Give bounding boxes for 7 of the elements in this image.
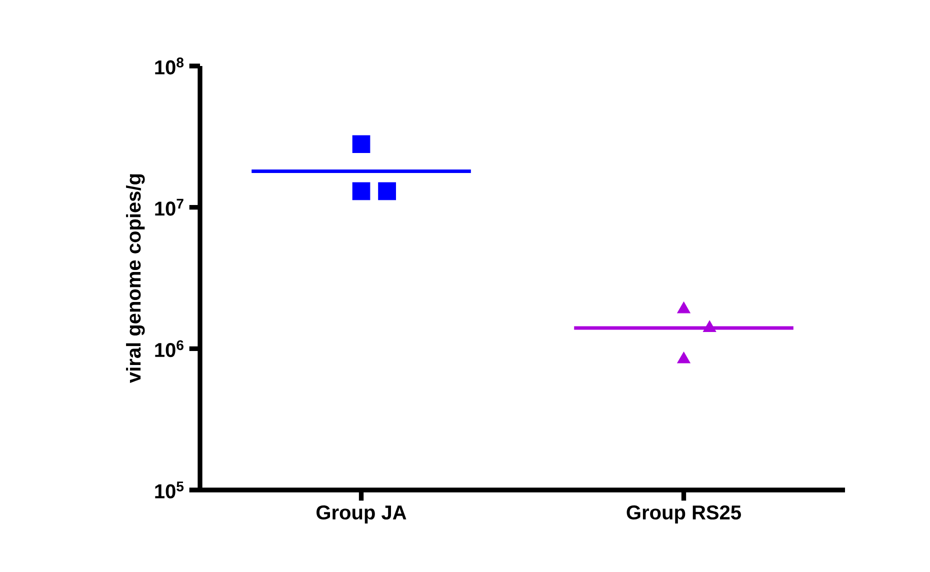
y-tick-label: 10$^{8}$ — [155, 58, 184, 74]
y-axis-title: viral genome copies/g — [126, 174, 145, 383]
x-tick-label: Group JA — [316, 505, 406, 524]
x-tick-label: Group RS25 — [626, 505, 741, 524]
y-tick-label: 10$^{7}$ — [155, 198, 184, 216]
y-tick-label: 10$^{5}$ — [155, 482, 184, 498]
y-tick-label: 10$^{6}$ — [155, 340, 184, 358]
